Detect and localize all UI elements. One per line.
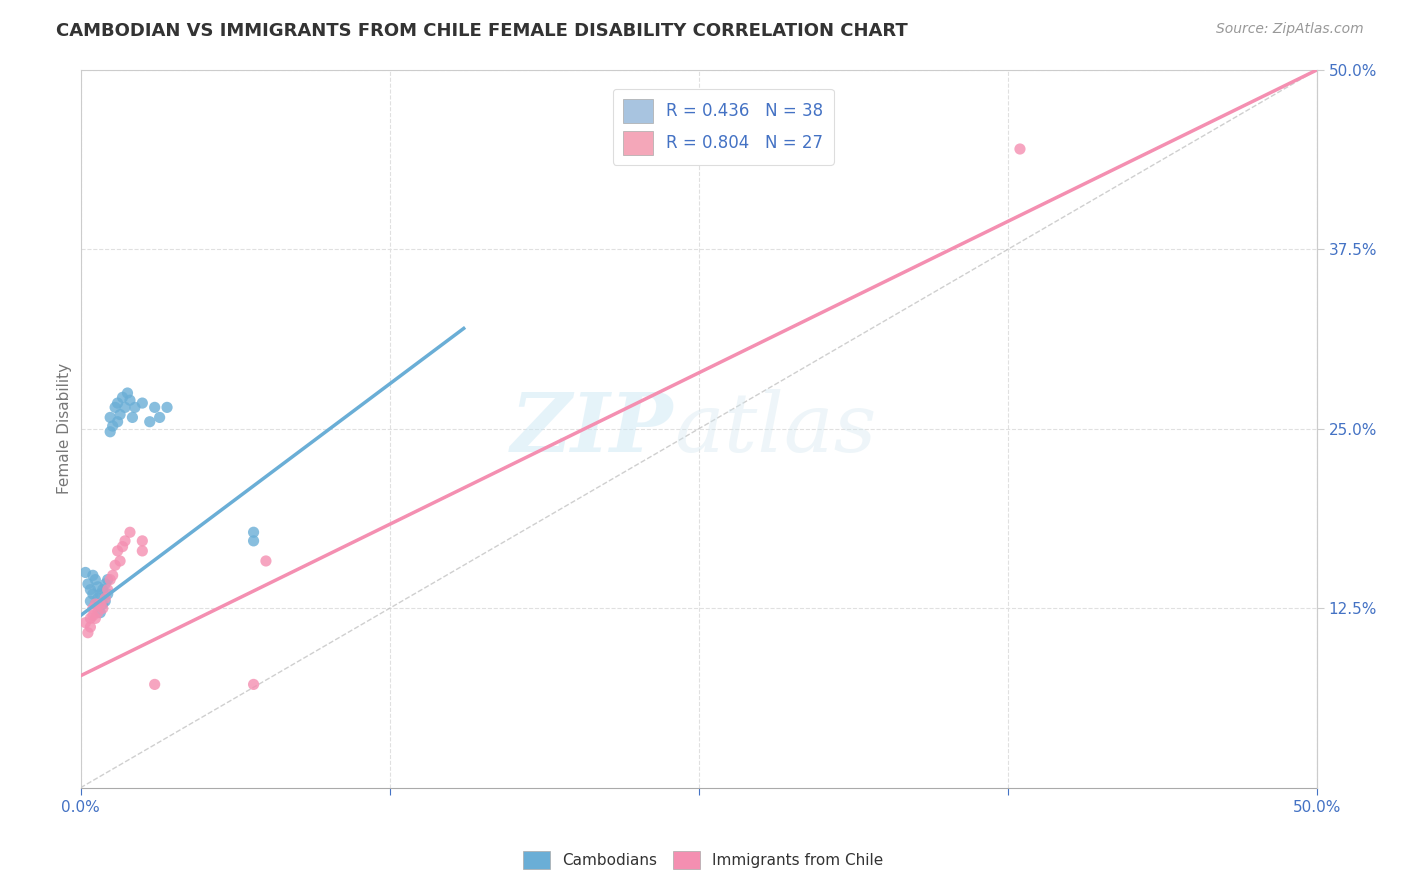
Text: Source: ZipAtlas.com: Source: ZipAtlas.com <box>1216 22 1364 37</box>
Point <box>91 601 114 615</box>
Point <box>82 568 104 582</box>
Point <box>104 558 127 573</box>
Point <box>94 577 117 591</box>
Point <box>138 415 160 429</box>
Point <box>242 525 264 540</box>
Point <box>79 611 101 625</box>
Text: CAMBODIAN VS IMMIGRANTS FROM CHILE FEMALE DISABILITY CORRELATION CHART: CAMBODIAN VS IMMIGRANTS FROM CHILE FEMAL… <box>56 22 908 40</box>
Y-axis label: Female Disability: Female Disability <box>58 363 72 494</box>
Point <box>82 601 104 615</box>
Point <box>131 544 153 558</box>
Point <box>75 615 97 630</box>
Point <box>94 594 117 608</box>
Point <box>77 577 100 591</box>
Point <box>107 544 129 558</box>
Point <box>143 677 166 691</box>
Point <box>101 568 124 582</box>
Point <box>89 606 111 620</box>
Point <box>117 386 139 401</box>
Point <box>104 401 127 415</box>
Point <box>124 401 146 415</box>
Point <box>77 625 100 640</box>
Point <box>84 611 107 625</box>
Point <box>149 410 172 425</box>
Point <box>131 533 153 548</box>
Point <box>98 410 121 425</box>
Point <box>89 587 111 601</box>
Point <box>79 620 101 634</box>
Text: ZIP: ZIP <box>512 389 673 469</box>
Point <box>118 525 141 540</box>
Point <box>97 582 120 597</box>
Point <box>114 533 136 548</box>
Point <box>108 554 131 568</box>
Point <box>121 410 143 425</box>
Point <box>84 597 107 611</box>
Point <box>131 396 153 410</box>
Point <box>242 677 264 691</box>
Point <box>84 597 107 611</box>
Point <box>98 573 121 587</box>
Point <box>79 582 101 597</box>
Point <box>114 401 136 415</box>
Point <box>82 608 104 623</box>
Point <box>91 597 114 611</box>
Point <box>87 606 110 620</box>
Point <box>101 419 124 434</box>
Point <box>97 587 120 601</box>
Point <box>84 573 107 587</box>
Point <box>242 533 264 548</box>
Text: atlas: atlas <box>673 389 876 469</box>
Legend: R = 0.436   N = 38, R = 0.804   N = 27: R = 0.436 N = 38, R = 0.804 N = 27 <box>613 89 834 165</box>
Point <box>98 425 121 439</box>
Point <box>107 396 129 410</box>
Point <box>82 587 104 601</box>
Point <box>91 582 114 597</box>
Point <box>79 594 101 608</box>
Point <box>97 573 120 587</box>
Point <box>108 408 131 422</box>
Legend: Cambodians, Immigrants from Chile: Cambodians, Immigrants from Chile <box>516 845 890 875</box>
Point <box>107 415 129 429</box>
Point <box>87 580 110 594</box>
Point <box>111 540 134 554</box>
Point <box>87 591 110 606</box>
Point <box>111 390 134 404</box>
Point <box>254 554 277 568</box>
Point <box>143 401 166 415</box>
Point <box>118 393 141 408</box>
Point <box>156 401 179 415</box>
Point <box>89 597 111 611</box>
Point <box>75 566 97 580</box>
Point <box>94 591 117 606</box>
Point <box>1008 142 1031 156</box>
